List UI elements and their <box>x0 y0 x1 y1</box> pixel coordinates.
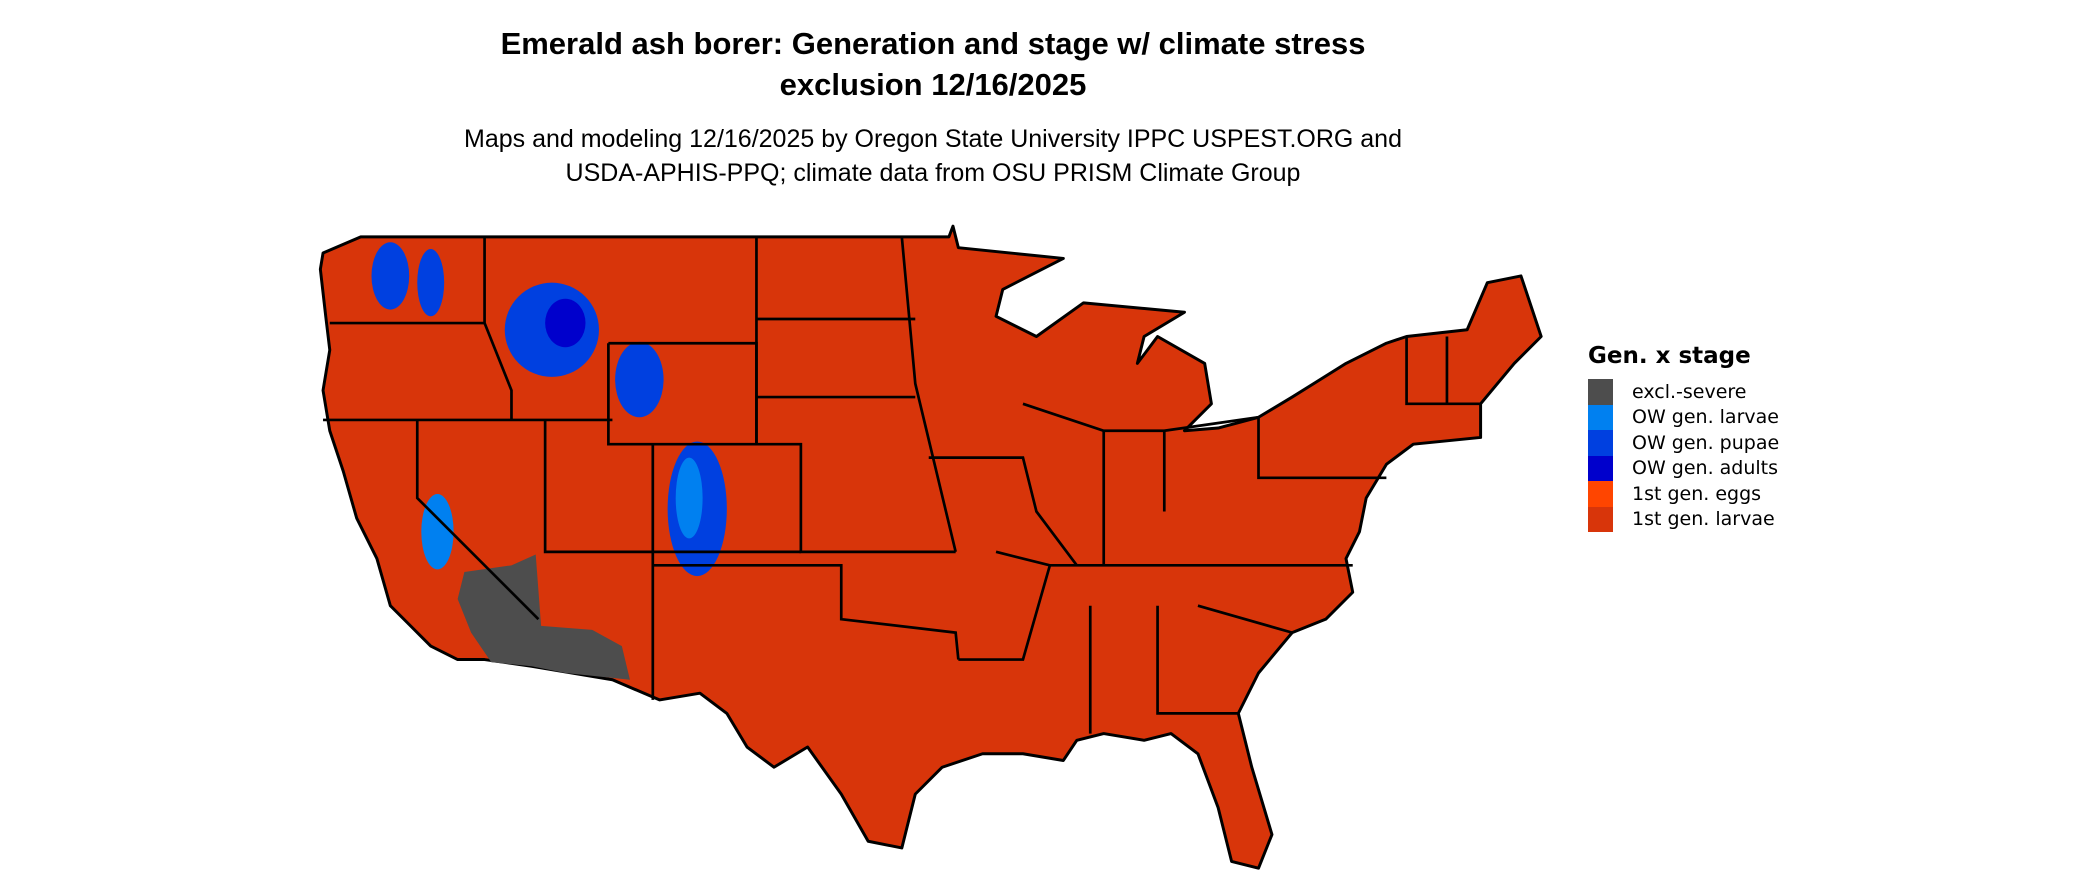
legend-swatch <box>1588 506 1613 532</box>
legend-label: excl.-severe <box>1632 380 1747 403</box>
map-subtitle-line2: USDA-APHIS-PPQ; climate data from OSU PR… <box>565 159 1301 187</box>
legend-swatch <box>1588 455 1613 481</box>
excluded-region-southwest <box>457 554 630 680</box>
legend-item: excl.-severe <box>1588 379 1779 405</box>
map-title-line1: Emerald ash borer: Generation and stage … <box>500 26 1366 61</box>
legend-swatch <box>1588 379 1613 405</box>
us-outline <box>318 224 1543 870</box>
legend-item: OW gen. pupae <box>1588 430 1779 456</box>
legend-swatch <box>1588 481 1613 507</box>
legend-label: 1st gen. eggs <box>1632 482 1762 505</box>
map-title-line2: exclusion 12/16/2025 <box>779 67 1087 102</box>
legend-item: 1st gen. larvae <box>1588 506 1779 532</box>
legend-label: 1st gen. larvae <box>1632 508 1775 531</box>
legend-label: OW gen. pupae <box>1632 431 1780 454</box>
legend: Gen. x stage excl.-severe OW gen. larvae O… <box>1588 343 1779 532</box>
legend-swatch <box>1588 430 1613 456</box>
legend-label: OW gen. larvae <box>1632 406 1779 429</box>
map-subtitle-line1: Maps and modeling 12/16/2025 by Oregon S… <box>464 125 1402 153</box>
state-borders <box>323 236 1481 734</box>
legend-label: OW gen. adults <box>1632 457 1779 480</box>
legend-item: OW gen. larvae <box>1588 404 1779 430</box>
legend-item: OW gen. adults <box>1588 455 1779 481</box>
legend-swatch <box>1588 404 1613 430</box>
overwintering-regions <box>371 242 727 577</box>
legend-title: Gen. x stage <box>1588 343 1751 369</box>
legend-item: 1st gen. eggs <box>1588 481 1779 507</box>
